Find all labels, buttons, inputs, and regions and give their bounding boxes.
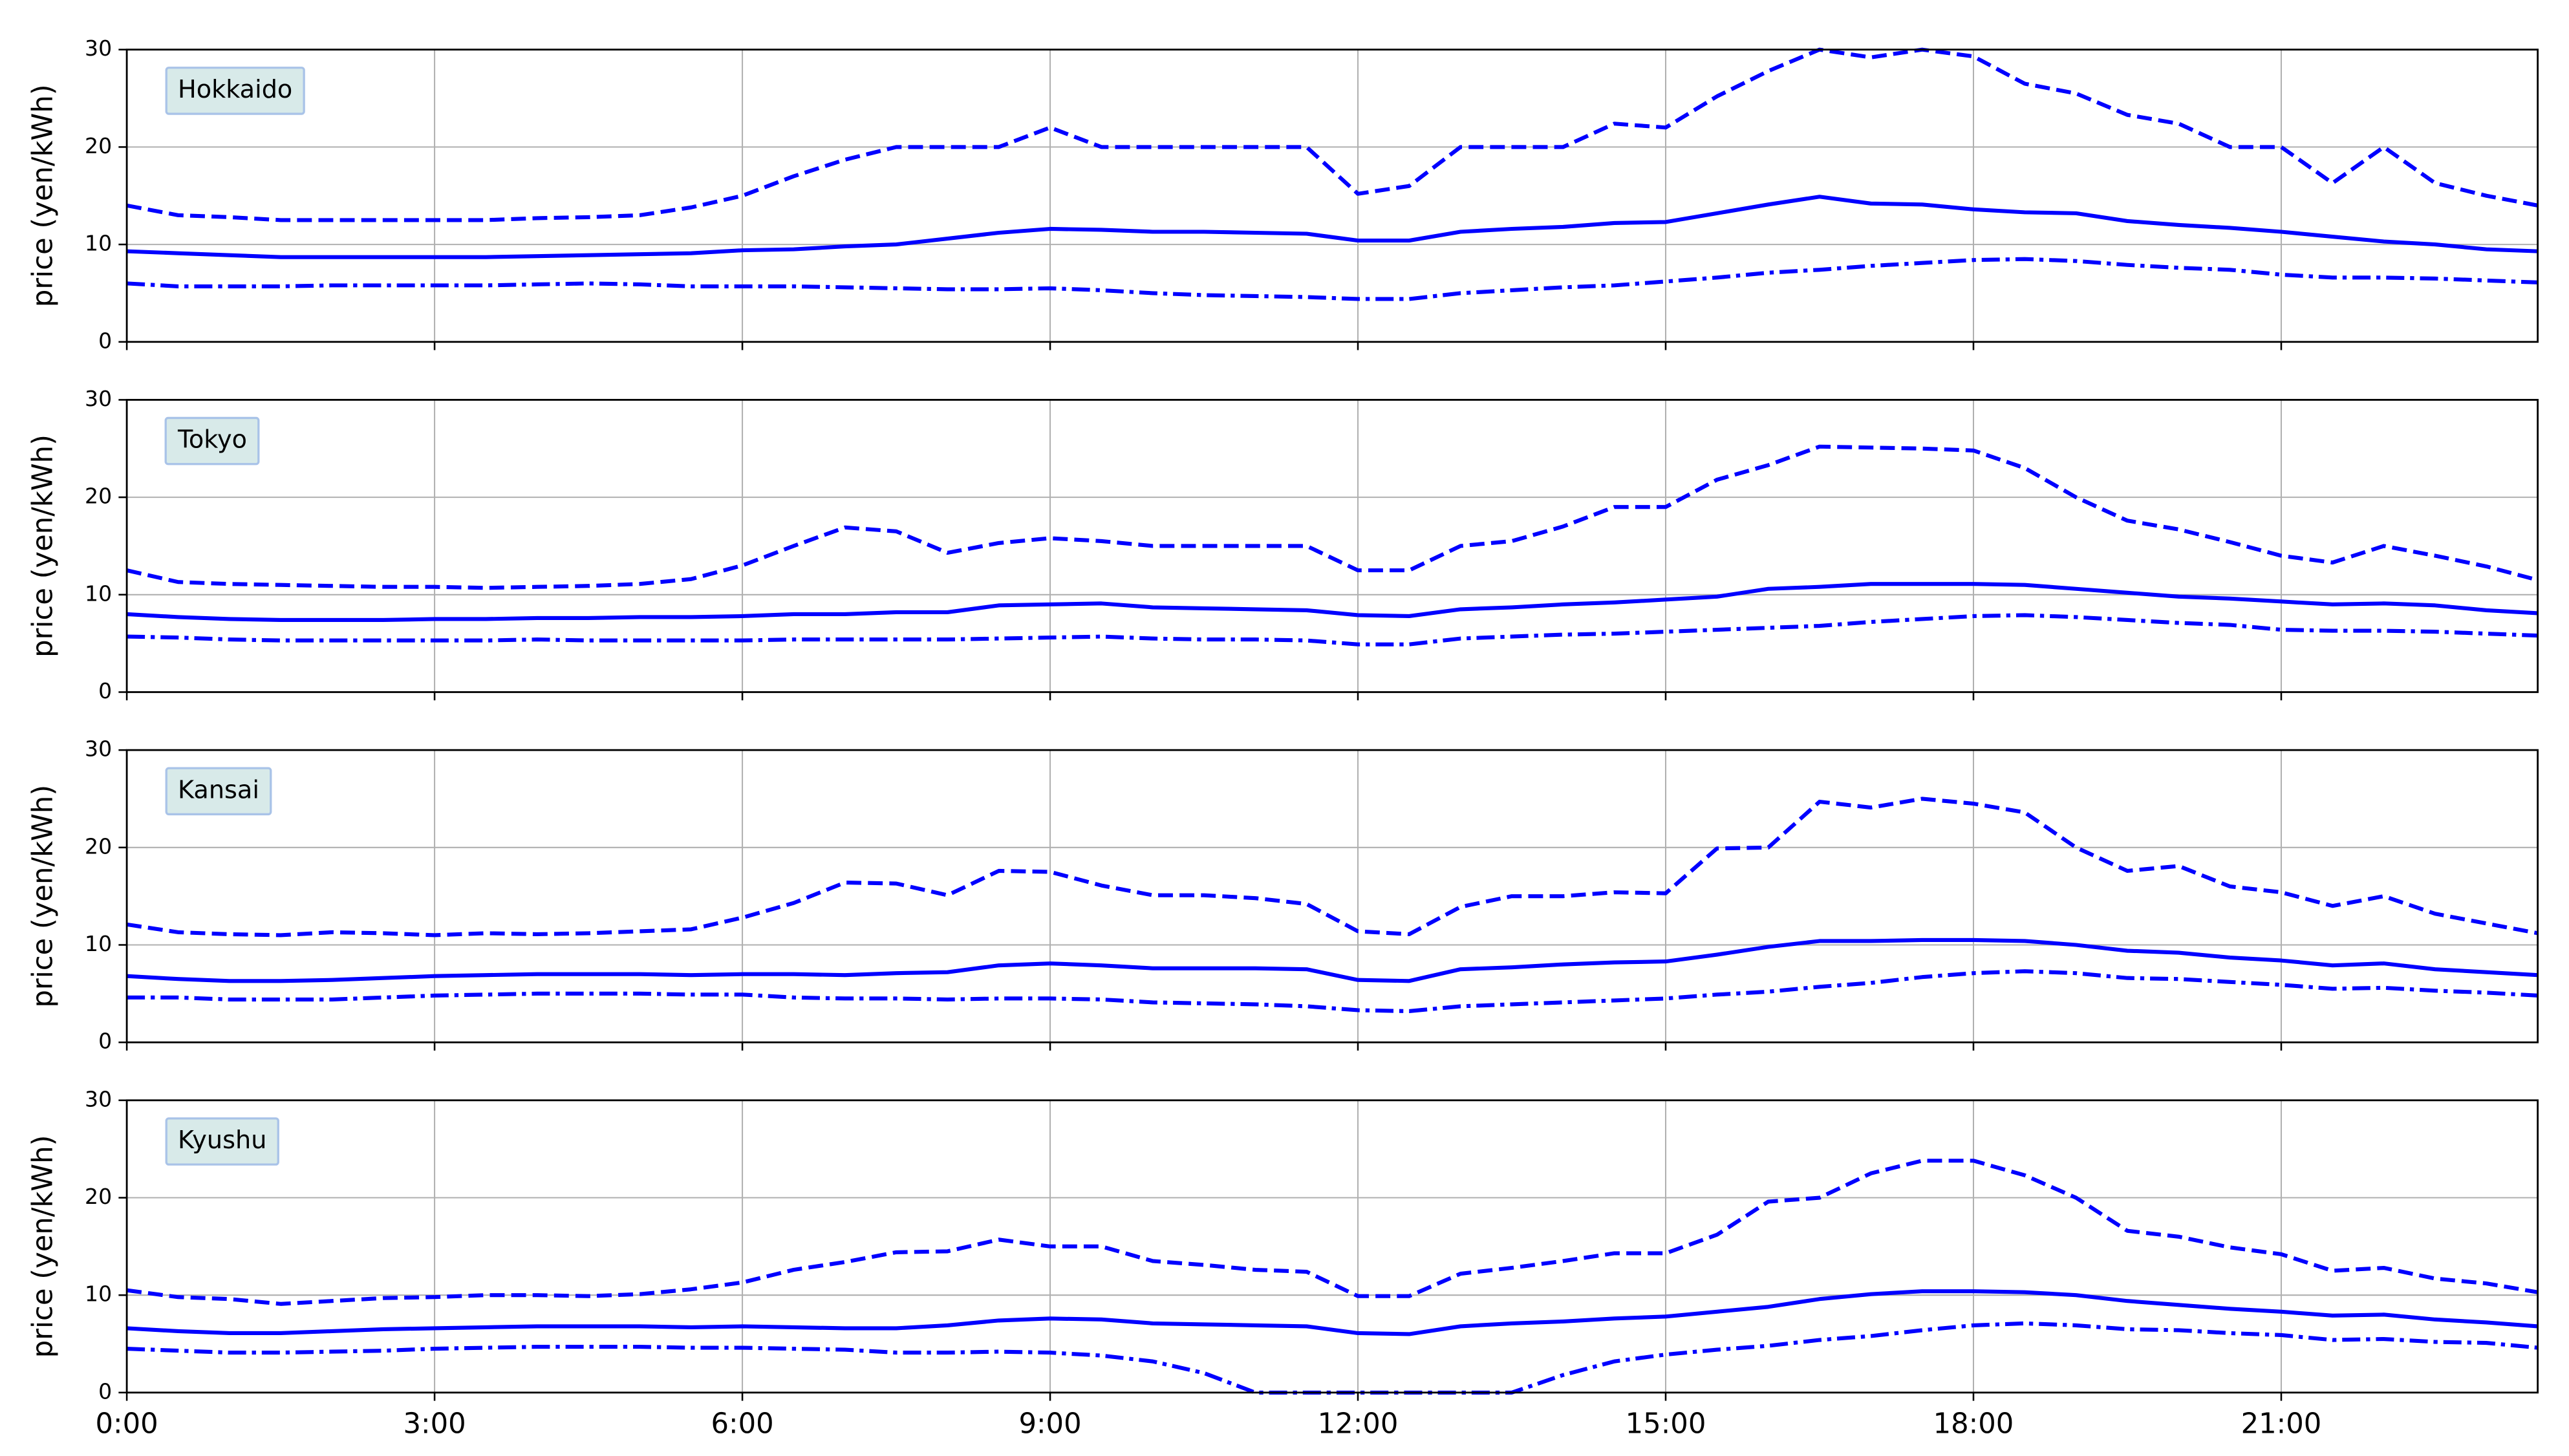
y-tick-label: 20 — [85, 484, 112, 509]
y-tick-label: 30 — [85, 36, 112, 61]
y-tick-label: 30 — [85, 1086, 112, 1111]
axes-frame — [125, 1099, 2539, 1394]
x-tick-label: 18:00 — [1933, 1408, 2014, 1440]
region-label: Hokkaido — [178, 76, 292, 104]
panel: 0 10 20 30 price (yen/kWh) Hokkaido — [27, 36, 2539, 353]
y-tick-label: 20 — [85, 133, 112, 158]
axes-frame — [125, 48, 2539, 343]
axes-frame — [125, 399, 2539, 693]
x-tick-label: 6:00 — [711, 1408, 773, 1440]
y-axis-label: price (yen/kWh) — [27, 434, 59, 658]
y-tick-label: 10 — [85, 581, 112, 606]
x-tick-label: 21:00 — [2241, 1408, 2322, 1440]
y-tick-label: 0 — [98, 1378, 112, 1404]
panel: 0 10 20 30 price (yen/kWh) Tokyo — [27, 386, 2539, 703]
region-label-box — [165, 67, 305, 115]
region-label: Kyushu — [178, 1126, 266, 1155]
x-tick-label: 9:00 — [1018, 1408, 1081, 1440]
x-tick-label: 0:00 — [96, 1408, 158, 1440]
series-line — [127, 195, 2538, 259]
series-line — [127, 969, 2538, 1014]
region-label-box — [165, 767, 272, 816]
series-line — [127, 257, 2538, 301]
region-label-box — [165, 1117, 279, 1166]
x-tick-label: 3:00 — [403, 1408, 466, 1440]
axes-frame — [125, 749, 2539, 1044]
y-tick-label: 30 — [85, 736, 112, 762]
y-tick-label: 30 — [85, 386, 112, 411]
series-line — [127, 1159, 2538, 1306]
series-line — [127, 797, 2538, 937]
series-line — [127, 613, 2538, 647]
y-tick-label: 10 — [85, 931, 112, 956]
series-line — [127, 937, 2538, 983]
x-tick-label: 15:00 — [1626, 1408, 1706, 1440]
y-tick-label: 0 — [98, 1029, 112, 1054]
y-axis-label: price (yen/kWh) — [27, 785, 59, 1008]
series-line — [127, 444, 2538, 590]
x-tick-label: 12:00 — [1318, 1408, 1399, 1440]
y-tick-label: 10 — [85, 231, 112, 256]
region-label: Kansai — [178, 776, 259, 804]
panel: 0 10 20 30 price (yen/kWh) Kansai — [27, 736, 2539, 1054]
y-tick-label: 0 — [98, 678, 112, 703]
y-tick-label: 10 — [85, 1281, 112, 1307]
y-axis-label: price (yen/kWh) — [27, 84, 59, 307]
panel: 0:00 3:00 6:00 9:00 12:00 15:00 18:00 21:00 0 10 2… — [27, 1086, 2539, 1440]
series-line — [127, 47, 2538, 222]
series-line — [127, 1289, 2538, 1336]
y-axis-label: price (yen/kWh) — [27, 1135, 59, 1358]
region-label: Tokyo — [177, 426, 247, 455]
series-line — [127, 1321, 2538, 1395]
y-tick-label: 0 — [98, 328, 112, 353]
series-line — [127, 582, 2538, 623]
y-tick-label: 20 — [85, 833, 112, 859]
y-tick-label: 20 — [85, 1184, 112, 1209]
region-label-box — [164, 416, 260, 466]
